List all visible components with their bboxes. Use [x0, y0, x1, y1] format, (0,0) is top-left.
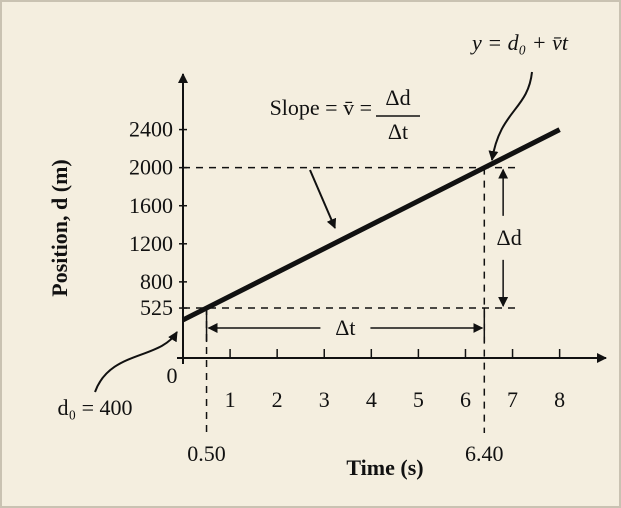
x-tick-label: 6	[460, 387, 471, 412]
x-tick-label: 5	[413, 387, 424, 412]
x-tick-label: 8	[554, 387, 565, 412]
x-axis-label: Time (s)	[346, 455, 423, 480]
point-x-label: 6.40	[465, 441, 504, 466]
x-tick-label: 1	[225, 387, 236, 412]
y-tick-label: 800	[140, 269, 173, 294]
d0-label: d₀ = 400	[57, 395, 132, 420]
y-tick-label: 2000	[129, 155, 173, 180]
slope-pointer	[309, 169, 337, 229]
equation-pointer	[488, 71, 533, 161]
x-tick-label: 3	[319, 387, 330, 412]
equation: y = d₀ + v̄t	[470, 30, 569, 55]
delta-t-label: Δt	[335, 315, 355, 340]
data-line	[181, 127, 561, 323]
x-tick-label: 0	[167, 363, 178, 388]
point-x-label: 0.50	[187, 441, 226, 466]
x-tick-label: 2	[272, 387, 283, 412]
delta-d-label: Δd	[497, 225, 522, 250]
slope-numerator: Δd	[385, 85, 410, 110]
y-tick-label: 525	[140, 295, 173, 320]
y-axis-label: Position, d (m)	[47, 159, 72, 297]
y-tick-label: 2400	[129, 117, 173, 142]
x-tick-label: 7	[507, 387, 518, 412]
d0-pointer	[94, 331, 178, 393]
slope-denominator: Δt	[388, 119, 408, 144]
slope-label: Slope = v̄ =	[270, 95, 372, 120]
y-tick-label: 1600	[129, 193, 173, 218]
y-tick-label: 1200	[129, 231, 173, 256]
x-tick-label: 4	[366, 387, 377, 412]
